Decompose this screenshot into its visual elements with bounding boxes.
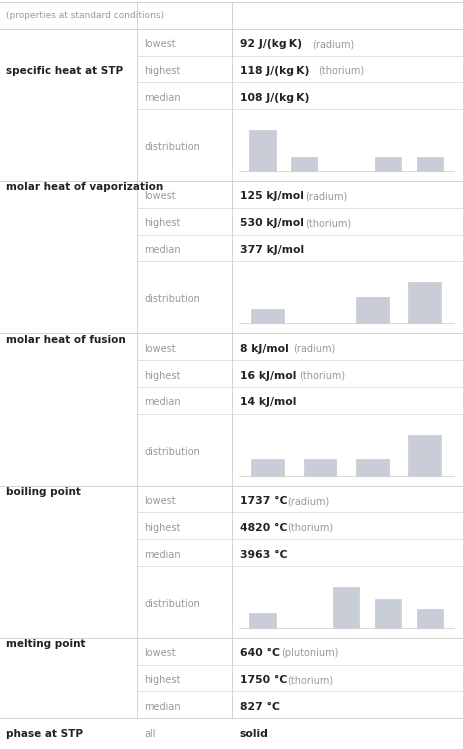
Text: phase at STP: phase at STP xyxy=(6,729,83,739)
Text: melting point: melting point xyxy=(6,639,86,649)
Text: (radium): (radium) xyxy=(312,39,354,49)
Text: 92 J/(kg K): 92 J/(kg K) xyxy=(239,39,301,49)
Text: median: median xyxy=(144,550,181,560)
Text: molar heat of fusion: molar heat of fusion xyxy=(6,335,126,345)
Text: distribution: distribution xyxy=(144,142,200,152)
Text: (thorium): (thorium) xyxy=(318,66,364,76)
Bar xyxy=(356,458,389,476)
Bar xyxy=(304,458,337,476)
Bar xyxy=(417,609,443,628)
Bar xyxy=(251,309,284,324)
Text: (radium): (radium) xyxy=(287,496,329,506)
Text: (thorium): (thorium) xyxy=(306,218,351,228)
Text: median: median xyxy=(144,702,181,712)
Text: highest: highest xyxy=(144,371,181,380)
Text: lowest: lowest xyxy=(144,496,176,506)
Bar xyxy=(408,282,441,324)
Bar xyxy=(375,157,401,171)
Text: specific heat at STP: specific heat at STP xyxy=(6,66,123,76)
Text: 125 kJ/mol: 125 kJ/mol xyxy=(239,192,303,201)
Text: median: median xyxy=(144,93,181,103)
Text: 1750 °C: 1750 °C xyxy=(239,675,287,685)
Bar xyxy=(291,157,318,171)
Text: boiling point: boiling point xyxy=(6,487,81,497)
Text: 16 kJ/mol: 16 kJ/mol xyxy=(239,371,296,380)
Text: highest: highest xyxy=(144,218,181,228)
Text: 108 J/(kg K): 108 J/(kg K) xyxy=(239,93,309,103)
Text: 3963 °C: 3963 °C xyxy=(239,550,287,560)
Bar xyxy=(333,587,359,628)
Text: solid: solid xyxy=(239,729,269,739)
Text: (thorium): (thorium) xyxy=(299,371,345,380)
Text: molar heat of vaporization: molar heat of vaporization xyxy=(6,182,163,192)
Text: 118 J/(kg K): 118 J/(kg K) xyxy=(239,66,309,76)
Text: 4820 °C: 4820 °C xyxy=(239,523,287,533)
Text: (thorium): (thorium) xyxy=(287,523,333,533)
Text: 8 kJ/mol: 8 kJ/mol xyxy=(239,344,288,354)
Bar xyxy=(375,599,401,628)
Text: 827 °C: 827 °C xyxy=(239,702,280,712)
Text: (plutonium): (plutonium) xyxy=(281,649,338,658)
Text: 640 °C: 640 °C xyxy=(239,649,280,658)
Text: lowest: lowest xyxy=(144,649,176,658)
Text: (radium): (radium) xyxy=(293,344,335,354)
Text: lowest: lowest xyxy=(144,39,176,49)
Text: highest: highest xyxy=(144,675,181,685)
Text: lowest: lowest xyxy=(144,192,176,201)
Text: 14 kJ/mol: 14 kJ/mol xyxy=(239,397,296,407)
Text: highest: highest xyxy=(144,523,181,533)
Text: median: median xyxy=(144,397,181,407)
Bar xyxy=(356,297,389,324)
Text: 530 kJ/mol: 530 kJ/mol xyxy=(239,218,303,228)
Bar xyxy=(408,434,441,476)
Text: highest: highest xyxy=(144,66,181,76)
Text: (radium): (radium) xyxy=(306,192,348,201)
Text: lowest: lowest xyxy=(144,344,176,354)
Bar xyxy=(417,157,443,171)
Text: (properties at standard conditions): (properties at standard conditions) xyxy=(6,11,164,20)
Text: distribution: distribution xyxy=(144,294,200,304)
Bar xyxy=(251,458,284,476)
Text: 1737 °C: 1737 °C xyxy=(239,496,287,506)
Text: all: all xyxy=(144,729,156,739)
Text: median: median xyxy=(144,245,181,255)
Text: (thorium): (thorium) xyxy=(287,675,333,685)
Text: 377 kJ/mol: 377 kJ/mol xyxy=(239,245,304,255)
Bar xyxy=(250,613,275,628)
Text: distribution: distribution xyxy=(144,599,200,609)
Text: distribution: distribution xyxy=(144,446,200,457)
Bar xyxy=(250,130,275,171)
